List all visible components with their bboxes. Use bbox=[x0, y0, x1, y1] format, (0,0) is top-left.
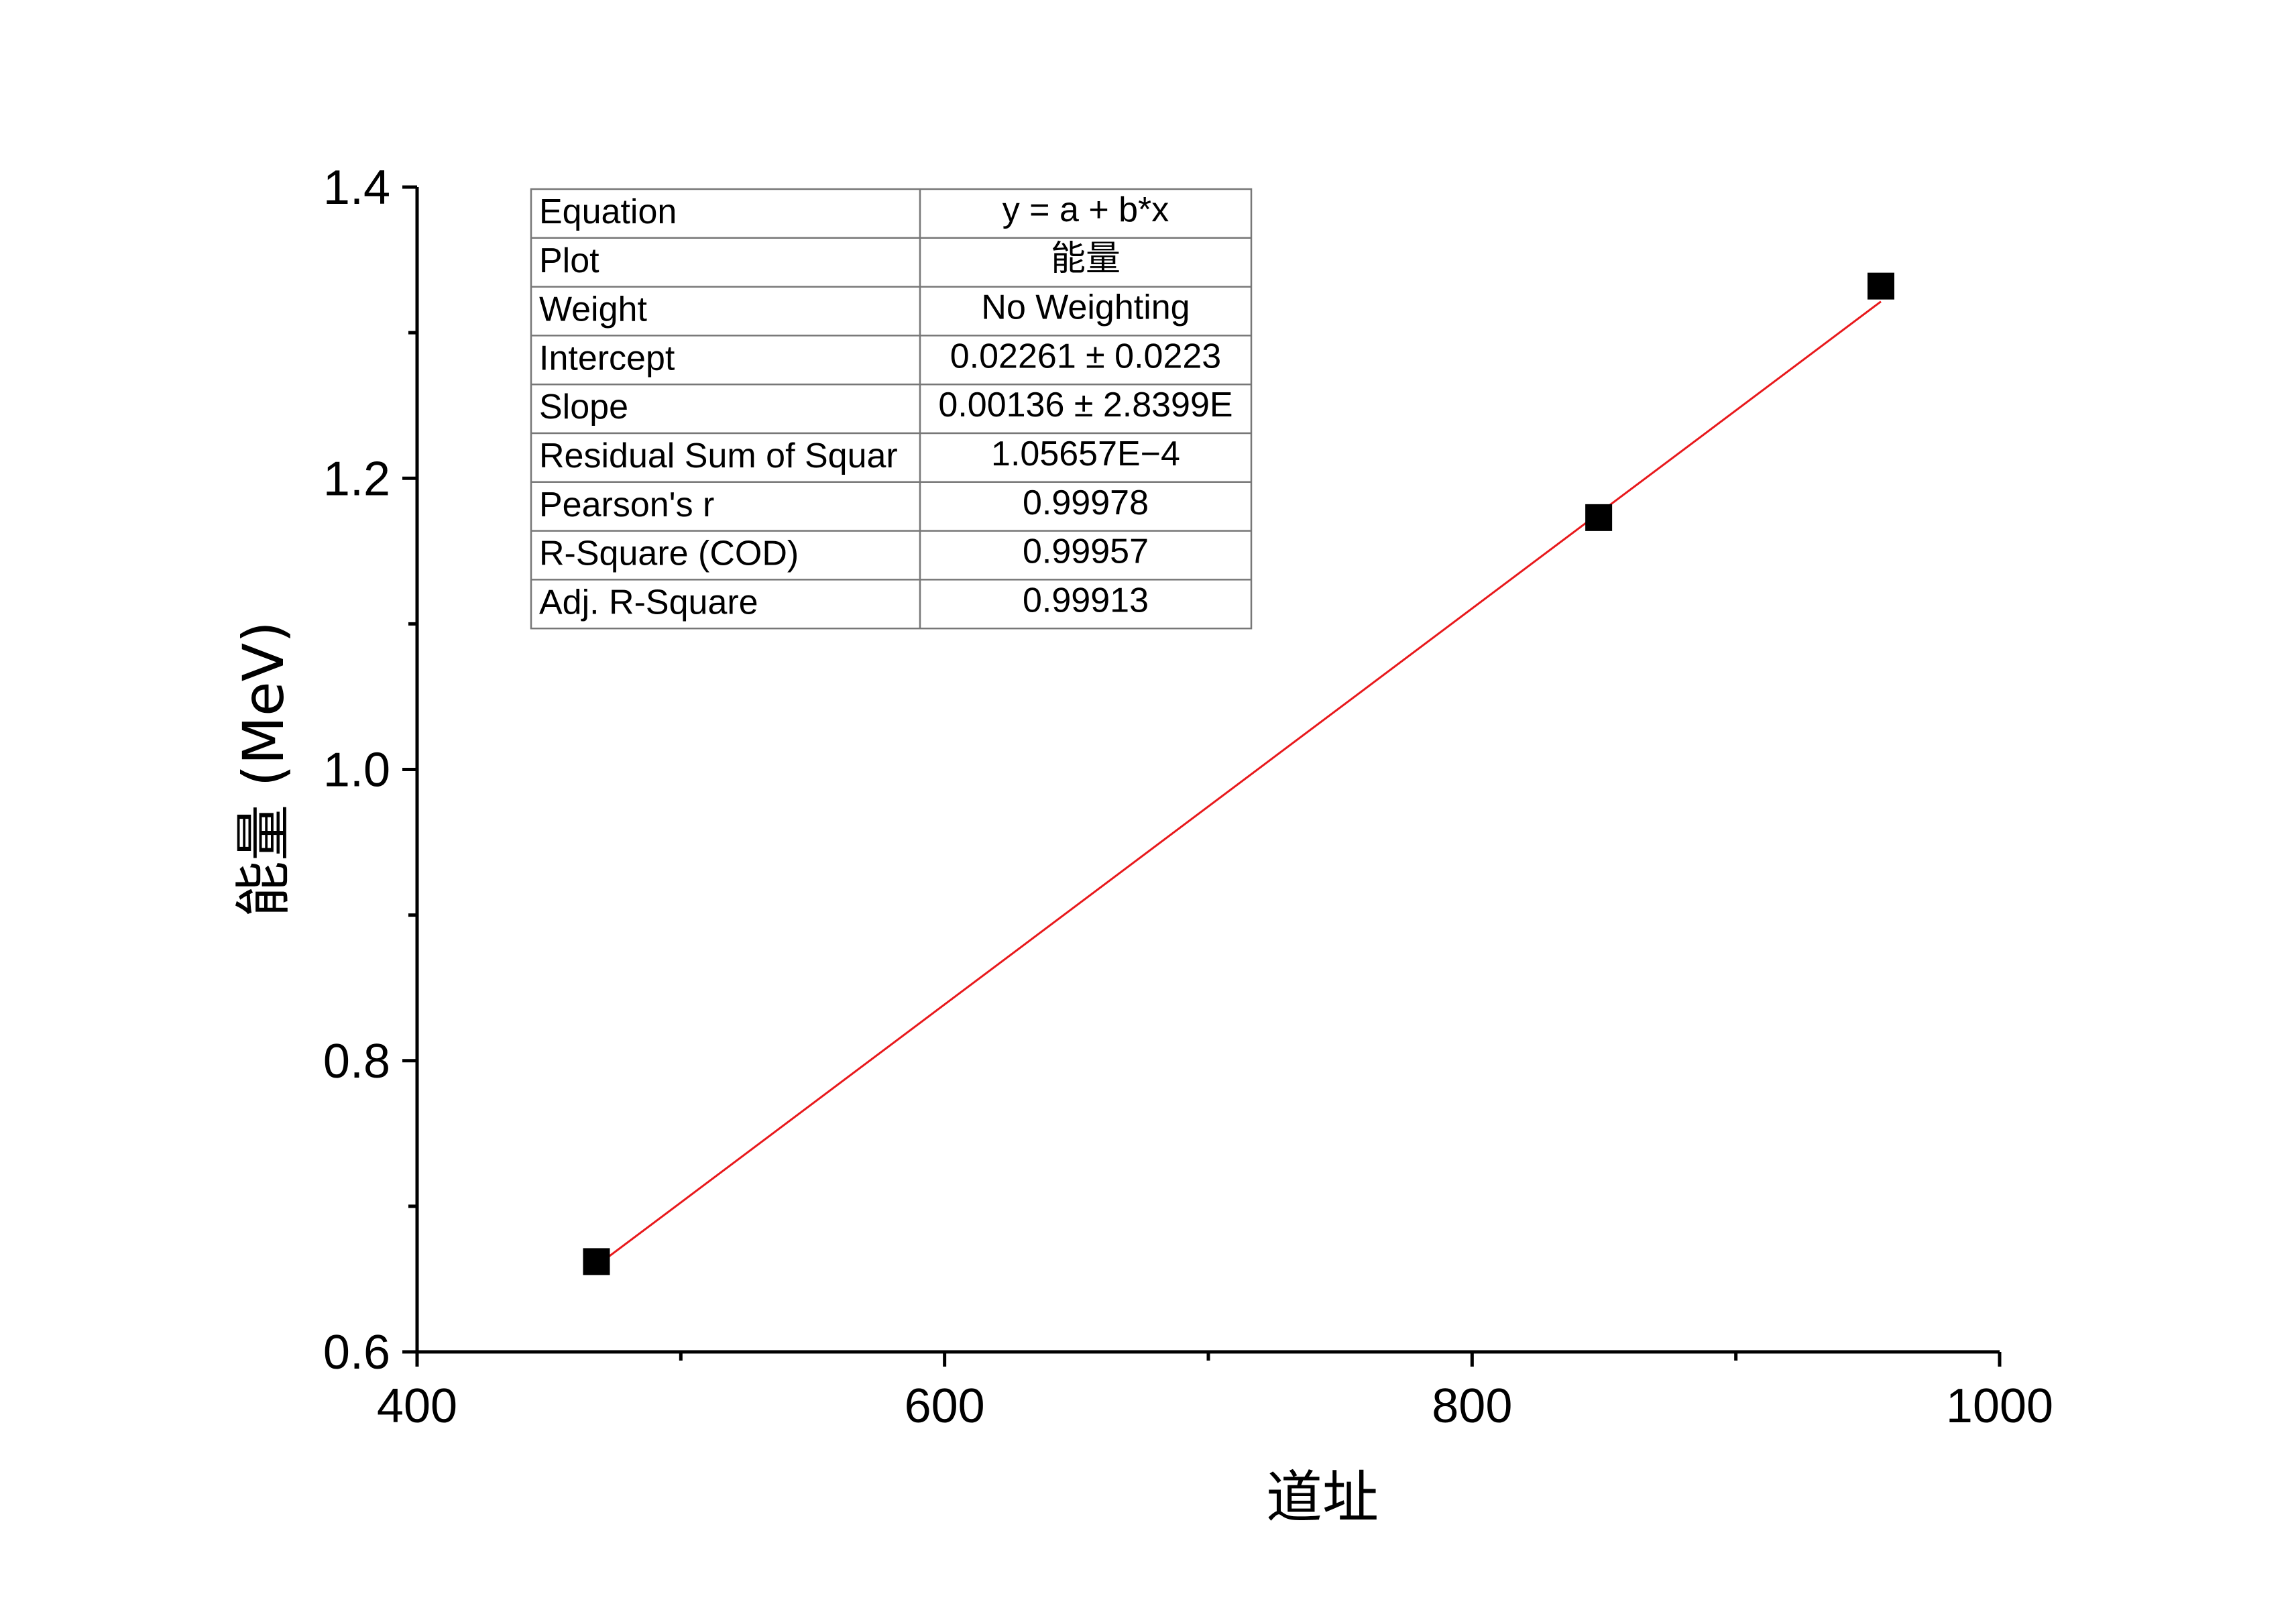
y-axis-title: 能量 (MeV) bbox=[231, 621, 296, 917]
fit-line bbox=[595, 300, 1882, 1267]
table-row-label: Pearson's r bbox=[539, 485, 714, 524]
table-row-value: 0.02261 ± 0.0223 bbox=[950, 337, 1221, 376]
x-tick-label: 800 bbox=[1432, 1379, 1512, 1433]
y-tick-label: 1.2 bbox=[323, 452, 390, 506]
table-row-value: 0.99957 bbox=[1023, 532, 1149, 571]
table-row-label: R-Square (COD) bbox=[539, 534, 799, 573]
table-row-label: Weight bbox=[539, 290, 647, 329]
data-point-3 bbox=[1868, 272, 1894, 300]
axes: 400 600 800 1000 0.6 0.8 1.0 1.2 1.4 bbox=[323, 161, 2053, 1433]
table-row-label: Plot bbox=[539, 241, 599, 280]
x-tick-label: 600 bbox=[905, 1379, 985, 1433]
table-row-label: Equation bbox=[539, 192, 677, 231]
x-tick-label: 400 bbox=[377, 1379, 457, 1433]
table-row-value: 0.99913 bbox=[1023, 581, 1149, 620]
table-row-value: 0.99978 bbox=[1023, 483, 1149, 522]
data-point-1 bbox=[583, 1248, 610, 1275]
table-row-label: Intercept bbox=[539, 339, 675, 378]
table-row-label: Residual Sum of Squar bbox=[539, 437, 898, 475]
table-row-value: 能量 bbox=[1051, 239, 1121, 278]
table-row-label: Slope bbox=[539, 388, 628, 426]
x-tick-label: 1000 bbox=[1946, 1379, 2053, 1433]
table-border bbox=[530, 188, 1253, 630]
table-row-label: Adj. R-Square bbox=[539, 583, 758, 622]
fit-results-table: Equation y = a + b*x Plot 能量 Weight No Weight… bbox=[530, 188, 1253, 630]
data-point-2 bbox=[1585, 504, 1613, 531]
y-tick-label: 1.0 bbox=[323, 744, 390, 797]
plot-area bbox=[583, 272, 1894, 1275]
y-tick-label: 1.4 bbox=[323, 161, 390, 215]
y-tick-label: 0.6 bbox=[323, 1326, 390, 1379]
table-row-value: y = a + b*x bbox=[1002, 190, 1169, 229]
table-row-value: 0.00136 ± 2.8399E bbox=[938, 386, 1232, 424]
table-row-value: No Weighting bbox=[981, 288, 1190, 327]
table-row-value: 1.05657E−4 bbox=[991, 435, 1180, 473]
y-tick-label: 0.8 bbox=[323, 1035, 390, 1088]
x-axis-title: 道址 bbox=[1266, 1465, 1379, 1530]
